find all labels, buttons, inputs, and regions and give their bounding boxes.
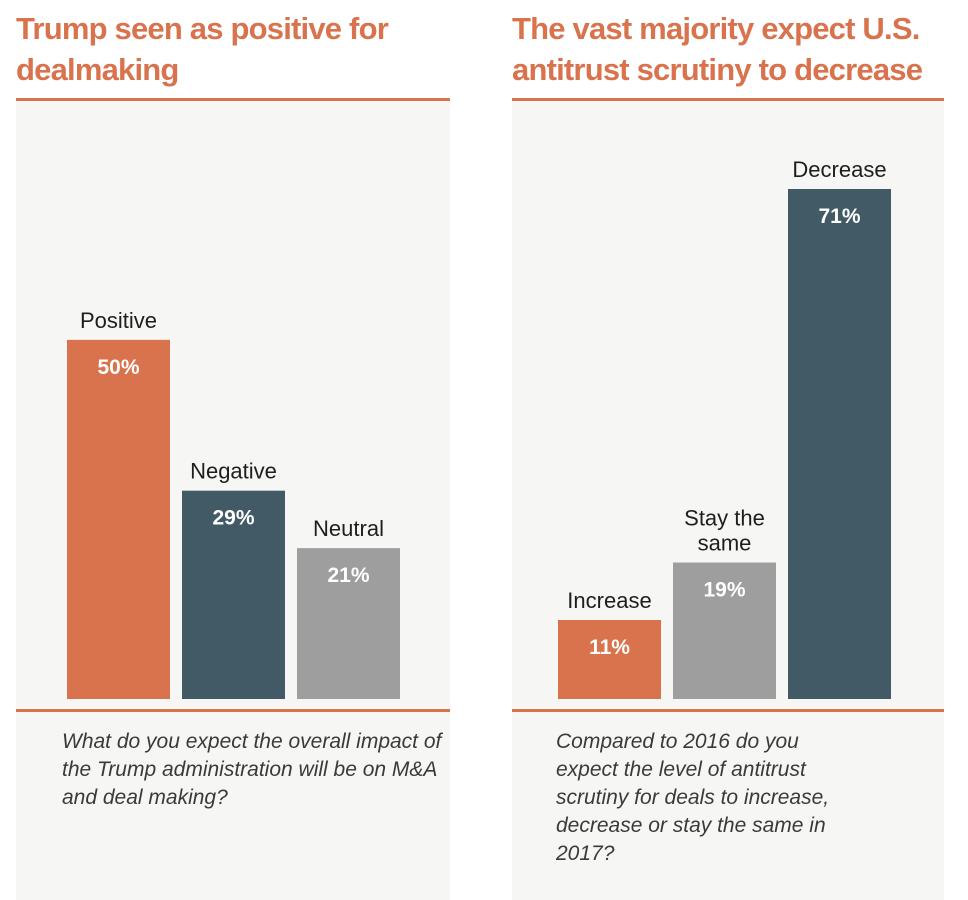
survey-question: Compared to 2016 do you expect the level… xyxy=(556,730,830,865)
bar-stay-the-same xyxy=(673,562,776,699)
chart-title: The vast majority expect U.S. antitrust … xyxy=(512,11,923,87)
bar-value-label: 21% xyxy=(327,564,369,587)
category-label: Positive xyxy=(80,308,157,333)
bar-value-label: 19% xyxy=(703,579,745,602)
category-label: Stay the xyxy=(684,506,765,531)
bar-group-increase: 11% Increase xyxy=(558,588,661,699)
bar-decrease xyxy=(788,189,891,699)
bar-value-label: 29% xyxy=(212,507,254,530)
bar-positive xyxy=(67,339,170,699)
category-label: Negative xyxy=(190,459,277,484)
bar-increase xyxy=(558,619,661,699)
title-divider xyxy=(16,98,450,101)
survey-question: What do you expect the overall impact of… xyxy=(62,730,442,809)
bar-group-neutral: 21% Neutral xyxy=(297,516,400,699)
chart-title: Trump seen as positive for dealmaking xyxy=(16,11,389,87)
bar-neutral xyxy=(297,548,400,699)
question-box: What do you expect the overall impact of… xyxy=(16,712,450,900)
bar-value-label: 11% xyxy=(589,636,630,659)
category-label: Decrease xyxy=(792,157,886,182)
bar-chart-dealmaking: 50% Positive 29% Negative 21% Neutral xyxy=(67,308,400,699)
bar-group-positive: 50% Positive xyxy=(67,308,170,699)
chart-plot-area: 11% Increase 19% Stay the same 71% Decrease xyxy=(512,101,944,709)
bar-value-label: 50% xyxy=(97,356,139,379)
chart-plot-area: 50% Positive 29% Negative 21% Neutral xyxy=(16,101,450,709)
bar-group-negative: 29% Negative xyxy=(182,459,285,699)
bar-group-decrease: 71% Decrease xyxy=(788,157,891,699)
category-label: Increase xyxy=(567,588,651,613)
baseline-divider xyxy=(16,709,450,712)
category-label: Neutral xyxy=(313,516,384,541)
title-divider xyxy=(512,98,944,101)
question-box: Compared to 2016 do you expect the level… xyxy=(512,712,944,900)
category-label: same xyxy=(698,531,752,556)
baseline-divider xyxy=(512,709,944,712)
bar-negative xyxy=(182,490,285,699)
bar-value-label: 71% xyxy=(818,205,860,228)
